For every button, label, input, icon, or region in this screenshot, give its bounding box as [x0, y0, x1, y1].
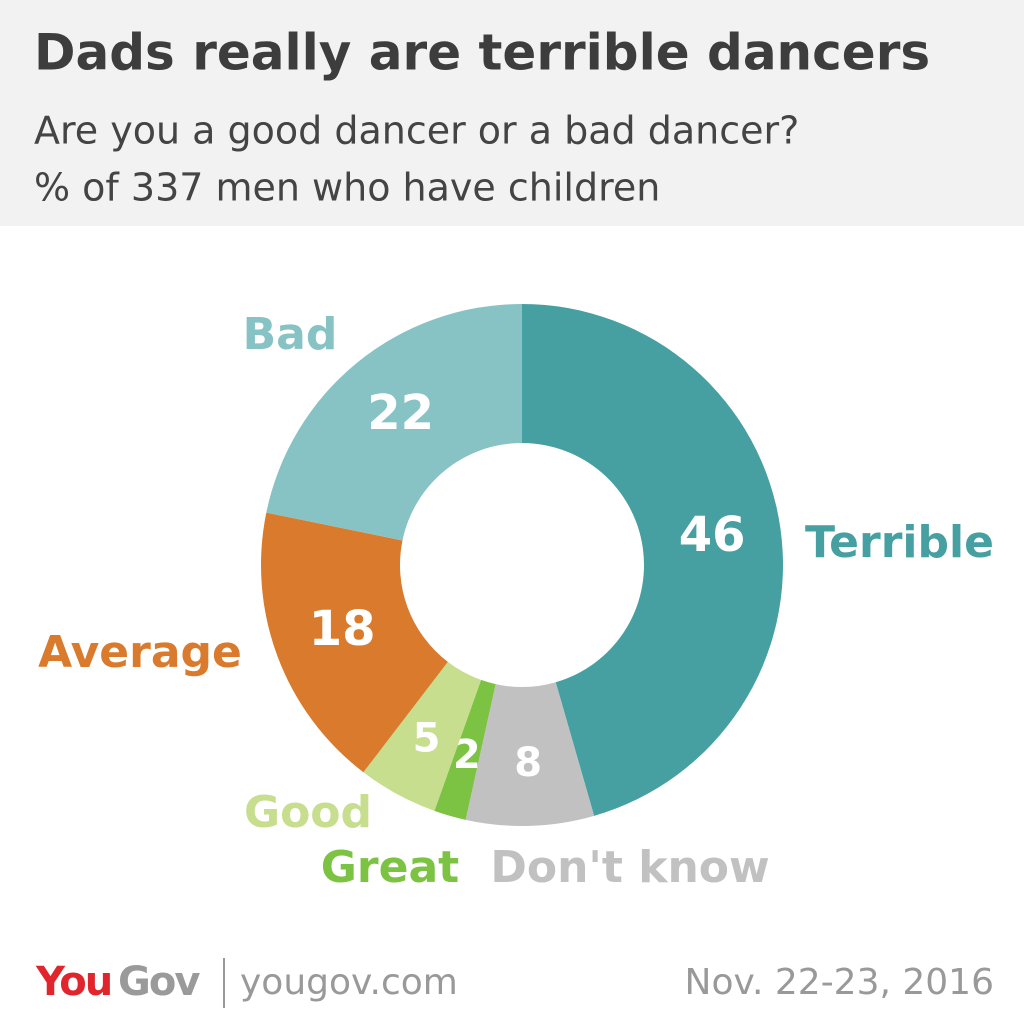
category-label: Don't know — [490, 842, 769, 893]
slice — [522, 304, 783, 816]
header-background — [0, 0, 1024, 226]
date: Nov. 22-23, 2016 — [685, 962, 994, 1003]
category-label: Average — [38, 627, 242, 678]
chart-title: Dads really are terrible dancers — [34, 24, 930, 82]
value-label: 22 — [367, 385, 434, 441]
logo: Gov — [118, 959, 200, 1005]
value-label: 18 — [309, 601, 376, 657]
logo: You — [35, 959, 111, 1005]
subtitle: % of 337 men who have children — [34, 166, 660, 210]
slice — [434, 679, 496, 820]
slice — [363, 661, 482, 811]
slice — [465, 682, 595, 826]
footer: You Gov yougov.com Nov. 22-23, 2016 — [35, 958, 994, 1008]
slice — [261, 512, 448, 773]
slice — [266, 304, 522, 541]
category-label: Good — [244, 787, 372, 838]
category-label: Bad — [243, 309, 338, 360]
category-label: Terrible — [805, 517, 994, 568]
subtitle: Are you a good dancer or a bad dancer? — [34, 109, 799, 153]
value-label: 46 — [679, 507, 746, 563]
value-label: 8 — [514, 740, 542, 786]
value-label: 5 — [413, 716, 441, 762]
url: yougov.com — [240, 962, 458, 1003]
category-label: Great — [321, 842, 459, 893]
